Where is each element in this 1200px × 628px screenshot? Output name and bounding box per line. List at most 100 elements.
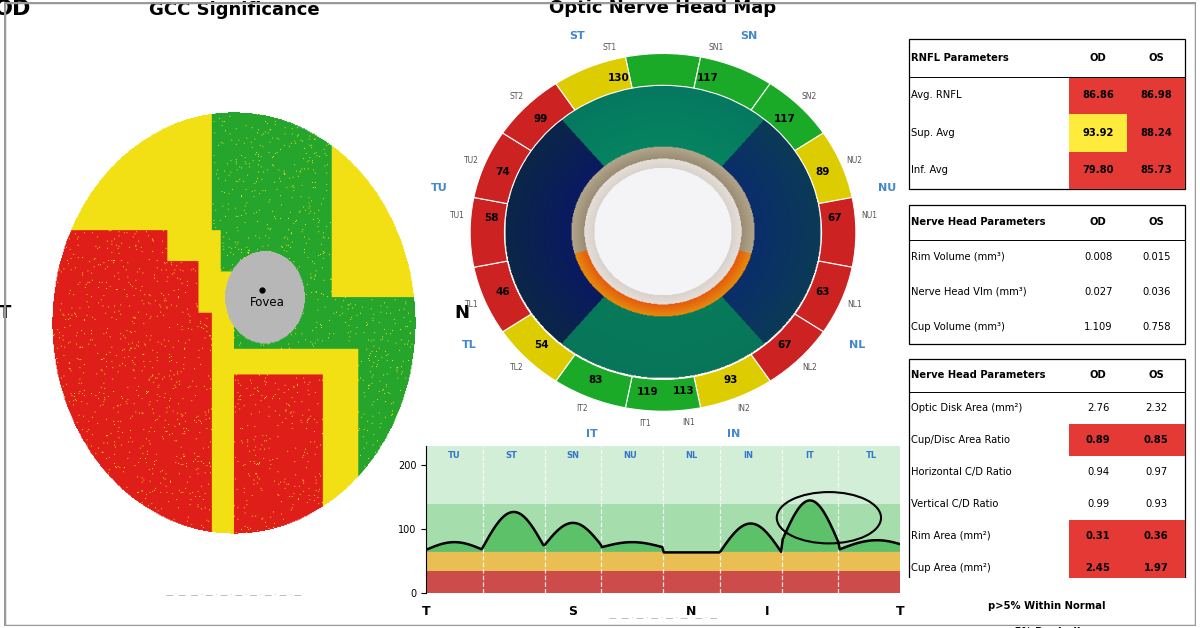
Bar <box>1127 552 1186 584</box>
Text: ST2: ST2 <box>510 92 524 101</box>
Wedge shape <box>470 197 508 268</box>
Text: ST: ST <box>570 31 586 41</box>
Text: NU: NU <box>877 183 896 193</box>
Text: Nerve Head Parameters: Nerve Head Parameters <box>911 371 1045 381</box>
Text: TL: TL <box>866 451 877 460</box>
Bar <box>1069 114 1127 152</box>
Wedge shape <box>751 314 823 381</box>
Bar <box>1069 152 1127 189</box>
Text: TU1: TU1 <box>450 211 464 220</box>
Text: 54: 54 <box>534 340 548 350</box>
Text: —  — · — · — · — · — · — · —: — — · — · — · — · — · — · — <box>608 614 718 623</box>
Bar <box>1069 520 1127 552</box>
Text: 86.98: 86.98 <box>1140 90 1172 100</box>
Text: Optic Nerve Head Map: Optic Nerve Head Map <box>550 0 776 17</box>
Text: ST: ST <box>505 451 517 460</box>
Text: TU: TU <box>448 451 461 460</box>
Bar <box>426 552 900 571</box>
Text: 89: 89 <box>816 168 830 178</box>
Text: Optic Disk Area (mm²): Optic Disk Area (mm²) <box>911 403 1022 413</box>
Text: OD: OD <box>0 0 31 19</box>
Text: IN: IN <box>743 451 754 460</box>
Text: NL1: NL1 <box>847 300 862 309</box>
Text: Cup/Disc Area Ratio: Cup/Disc Area Ratio <box>911 435 1010 445</box>
Text: 1.109: 1.109 <box>1084 322 1112 332</box>
Text: 2.32: 2.32 <box>1145 403 1168 413</box>
Bar <box>1069 552 1127 584</box>
Bar <box>1069 423 1127 456</box>
Text: 86.86: 86.86 <box>1082 90 1114 100</box>
Text: IT: IT <box>587 429 598 439</box>
Text: 0.85: 0.85 <box>1144 435 1169 445</box>
Text: T: T <box>0 304 11 322</box>
Wedge shape <box>625 53 701 88</box>
Text: NU: NU <box>623 451 637 460</box>
Text: 46: 46 <box>496 287 510 297</box>
Text: 67: 67 <box>828 214 842 224</box>
Text: 117: 117 <box>774 114 796 124</box>
Text: TU: TU <box>431 183 448 193</box>
Text: NL: NL <box>685 451 697 460</box>
Text: IT: IT <box>805 451 815 460</box>
Bar <box>1127 77 1186 114</box>
Text: T: T <box>895 605 905 618</box>
Bar <box>1127 152 1186 189</box>
Bar <box>1127 114 1186 152</box>
Text: SN2: SN2 <box>802 92 817 101</box>
Text: I: I <box>766 605 769 618</box>
Bar <box>426 446 900 504</box>
Bar <box>1127 520 1186 552</box>
Text: Sup. Avg: Sup. Avg <box>911 128 955 138</box>
Text: SN: SN <box>740 31 757 41</box>
Bar <box>908 205 1186 344</box>
Wedge shape <box>556 57 632 110</box>
Text: IN: IN <box>727 429 740 439</box>
Text: 0.31: 0.31 <box>1086 531 1110 541</box>
Text: 63: 63 <box>816 287 830 297</box>
Text: 0.008: 0.008 <box>1084 252 1112 262</box>
Text: 2.45: 2.45 <box>1086 563 1110 573</box>
Text: 88.24: 88.24 <box>1140 128 1172 138</box>
Text: T: T <box>421 605 431 618</box>
Wedge shape <box>794 261 852 332</box>
Text: 79.80: 79.80 <box>1082 165 1114 175</box>
Wedge shape <box>625 377 701 411</box>
Text: OD: OD <box>1090 217 1106 227</box>
Text: 1.97: 1.97 <box>1144 563 1169 573</box>
Text: S: S <box>569 605 577 618</box>
Text: Vertical C/D Ratio: Vertical C/D Ratio <box>911 499 998 509</box>
Text: 119: 119 <box>637 387 659 397</box>
Text: Cup Volume (mm³): Cup Volume (mm³) <box>911 322 1004 332</box>
Text: 0.94: 0.94 <box>1087 467 1109 477</box>
Text: Cup Area (mm²): Cup Area (mm²) <box>911 563 991 573</box>
Wedge shape <box>474 261 532 332</box>
Text: IN1: IN1 <box>682 418 695 427</box>
Text: Avg. RNFL: Avg. RNFL <box>911 90 961 100</box>
Text: 99: 99 <box>534 114 548 124</box>
Bar <box>426 571 900 593</box>
Text: Rim Volume (mm³): Rim Volume (mm³) <box>911 252 1004 262</box>
Text: IT1: IT1 <box>640 419 650 428</box>
Text: IN2: IN2 <box>738 404 750 413</box>
Wedge shape <box>794 133 852 203</box>
Text: NU2: NU2 <box>847 156 863 165</box>
Text: TL: TL <box>462 340 476 350</box>
Text: OD: OD <box>1090 371 1106 381</box>
Text: NL: NL <box>848 340 865 350</box>
Wedge shape <box>474 133 532 203</box>
Text: SN1: SN1 <box>709 43 724 51</box>
Text: Horizontal C/D Ratio: Horizontal C/D Ratio <box>911 467 1012 477</box>
Text: 0.97: 0.97 <box>1145 467 1168 477</box>
Text: OS: OS <box>1148 217 1164 227</box>
Text: p>5% Within Normal: p>5% Within Normal <box>989 602 1105 612</box>
Text: p<5% Borderline: p<5% Borderline <box>1000 627 1094 628</box>
Bar <box>1127 423 1186 456</box>
Text: TU2: TU2 <box>464 156 479 165</box>
Text: OD: OD <box>1090 53 1106 63</box>
Text: 83: 83 <box>588 374 602 384</box>
Text: TL1: TL1 <box>464 300 478 309</box>
Text: OS: OS <box>1148 53 1164 63</box>
Bar <box>908 595 1186 618</box>
Text: 58: 58 <box>484 214 498 224</box>
Text: 0.99: 0.99 <box>1087 499 1109 509</box>
